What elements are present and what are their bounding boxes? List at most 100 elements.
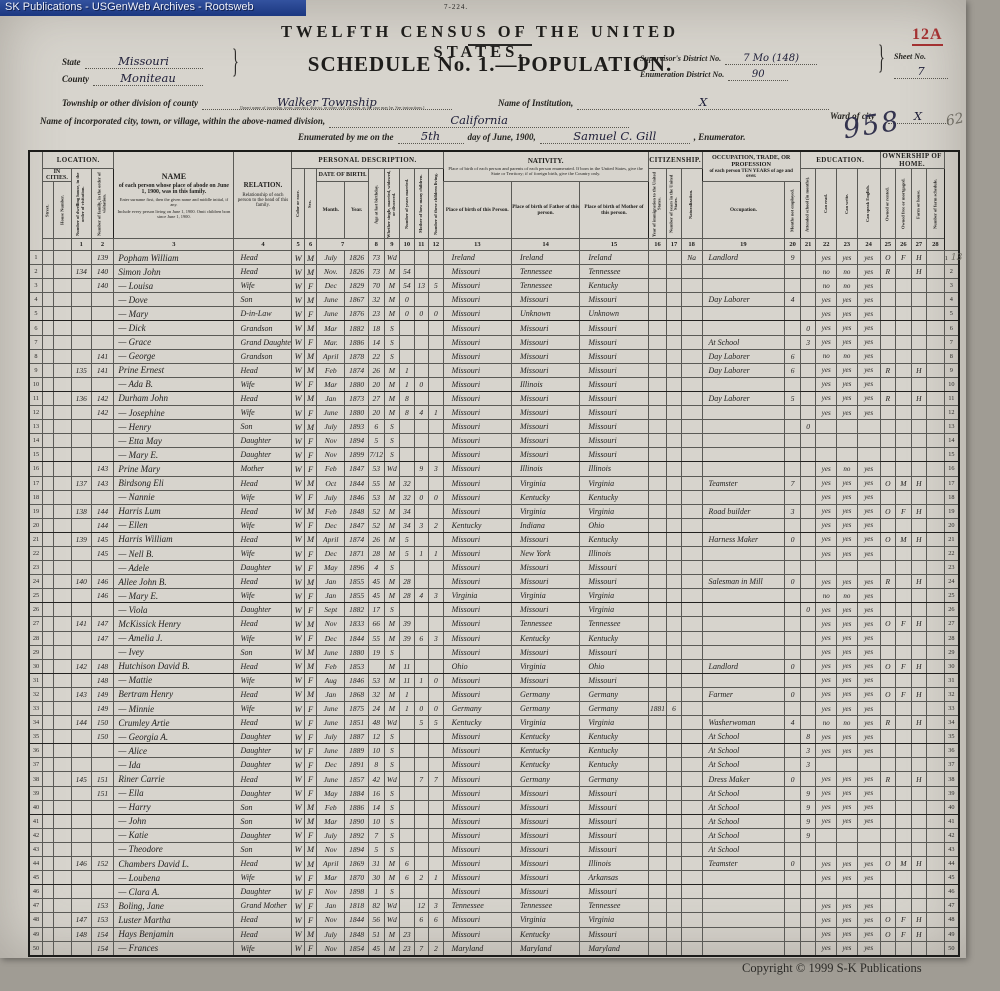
cell-school-months: [799, 545, 817, 562]
cell-school-months: [799, 405, 817, 421]
cell-immigration-year: [647, 278, 668, 294]
cell-free-mortgaged: [895, 390, 912, 407]
cell-name: — Loubena: [113, 870, 235, 886]
cell-can-write: yes: [836, 334, 858, 350]
cell-house: [53, 405, 72, 421]
cell-birthplace: Missouri: [442, 841, 512, 858]
cell-birth-year: 1876: [344, 306, 370, 322]
cell-farm-house: [910, 743, 928, 759]
cell-sex: F: [303, 405, 318, 421]
cell-color: W: [291, 644, 305, 660]
cell-color: W: [291, 489, 305, 505]
cell-children-living: 0: [428, 672, 444, 688]
cell-can-write: yes: [836, 292, 858, 308]
column-number: 9: [383, 238, 401, 251]
cell-months-unemployed: [784, 884, 801, 900]
cell-speaks-english: [856, 841, 881, 858]
cell-children-living: [428, 292, 444, 308]
cell-can-write: yes: [836, 940, 858, 957]
cell-father-birthplace: Maryland: [510, 940, 581, 957]
cell-speaks-english: [856, 827, 881, 843]
cell-mother-birthplace: Missouri: [579, 320, 649, 336]
census-table: LOCATION. NAME of each person whose plac…: [28, 150, 962, 957]
cell-marital-status: S: [383, 348, 401, 364]
cell-naturalization: [680, 390, 703, 407]
row-number-right: 44: [943, 856, 960, 872]
cell-years-in-us: [666, 503, 682, 519]
cell-free-mortgaged: [895, 447, 912, 463]
cell-birth-month: April: [316, 856, 346, 872]
cell-street: [41, 644, 55, 660]
cell-months-unemployed: [784, 264, 801, 280]
cell-can-read: yes: [815, 616, 838, 632]
cell-months-unemployed: [784, 898, 801, 914]
cell-can-read: yes: [815, 531, 838, 547]
cell-farm-schedule: [926, 419, 945, 435]
cell-owned-rented: [879, 419, 897, 435]
cell-marital-status: S: [383, 841, 401, 858]
cell-can-read: yes: [815, 489, 838, 505]
person-row: 33 149— Minnie Wife W F June 1875 24 M 1 0 0 Germany…: [28, 700, 960, 717]
cell-months-unemployed: 4: [784, 292, 801, 308]
col-header-months-not-employed: Months not employed.: [784, 181, 801, 239]
cell-birth-year: 1899: [344, 447, 370, 463]
cell-sex: F: [303, 785, 318, 801]
cell-farm-house: [910, 602, 928, 618]
cell-birth-month: Dec: [316, 278, 346, 294]
cell-occupation: [701, 870, 786, 886]
cell-school-months: [799, 644, 817, 660]
cell-months-unemployed: 5: [784, 390, 801, 407]
cell-farm-house: [910, 644, 928, 660]
cell-immigration-year: 1881: [647, 700, 668, 717]
cell-farm-house: H: [910, 686, 928, 703]
cell-street: [41, 292, 55, 308]
cell-farm-house: [910, 588, 928, 604]
cell-years-married: [399, 898, 415, 914]
cell-relation: Head: [233, 531, 293, 547]
cell-owned-rented: O: [879, 531, 897, 547]
cell-immigration-year: [647, 658, 668, 674]
cell-owned-rented: [879, 898, 897, 914]
row-number-left: 15: [28, 447, 43, 463]
cell-owned-rented: [879, 560, 897, 576]
cell-family-number: [90, 292, 115, 308]
cell-children-living: [428, 503, 444, 519]
cell-can-read: [815, 827, 838, 843]
cell-naturalization: [680, 574, 703, 590]
cell-can-read: [815, 447, 838, 463]
cell-color: W: [291, 588, 305, 604]
cell-name: — Katie: [113, 827, 235, 843]
cell-mother-birthplace: Virginia: [579, 503, 649, 519]
cell-name: Harris William: [113, 531, 235, 547]
cell-children-born: 13: [413, 278, 430, 294]
cell-years-in-us: [666, 447, 682, 463]
cell-dwelling-number: [70, 292, 92, 308]
cell-years-in-us: [666, 757, 682, 773]
cell-years-married: 0: [399, 306, 415, 322]
cell-family-number: 150: [90, 729, 115, 745]
cell-relation: Head: [233, 264, 293, 280]
cell-occupation: [701, 616, 786, 632]
cell-birthplace: Missouri: [442, 362, 512, 378]
cell-occupation: Salesman in Mill: [701, 574, 786, 590]
enumeration-value: 90: [728, 69, 789, 81]
cell-naturalization: [680, 729, 703, 745]
cell-farm-schedule: [926, 898, 945, 914]
cell-birth-month: Feb: [316, 503, 346, 519]
cell-farm-house: [910, 405, 928, 421]
cell-naturalization: [680, 433, 703, 449]
cell-mother-birthplace: Virginia: [579, 475, 649, 491]
cell-farm-house: H: [910, 926, 928, 942]
cell-school-months: [799, 362, 817, 378]
cell-relation: Son: [233, 292, 293, 308]
cell-birth-month: June: [316, 771, 346, 787]
cell-immigration-year: [647, 489, 668, 505]
cell-naturalization: [680, 447, 703, 463]
cell-relation: Head: [233, 856, 293, 872]
cell-dwelling-number: [70, 249, 92, 266]
cell-father-birthplace: Missouri: [510, 813, 581, 829]
row-number-right: 49: [943, 926, 960, 942]
cell-father-birthplace: Illinois: [510, 376, 581, 392]
cell-mother-birthplace: Missouri: [579, 574, 649, 590]
cell-naturalization: [680, 334, 703, 350]
